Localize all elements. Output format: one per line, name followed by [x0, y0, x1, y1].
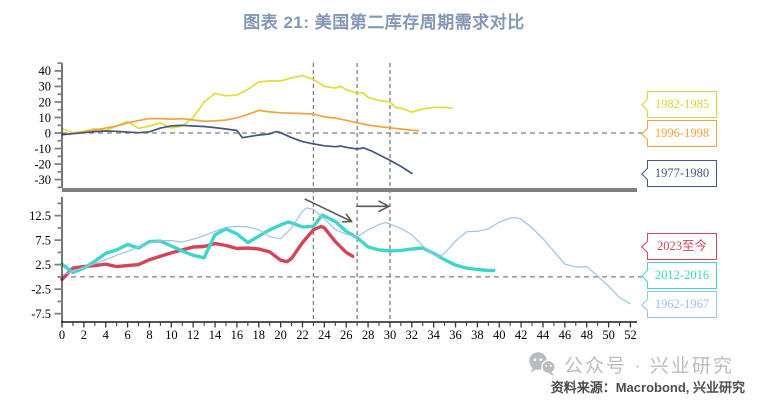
svg-text:0: 0	[59, 328, 65, 342]
svg-text:20: 20	[274, 328, 287, 342]
svg-text:38: 38	[471, 328, 484, 342]
svg-text:8: 8	[146, 328, 152, 342]
svg-text:10: 10	[165, 328, 178, 342]
svg-text:34: 34	[427, 328, 440, 342]
svg-text:7.5: 7.5	[35, 233, 51, 247]
panel-separator	[62, 188, 637, 192]
svg-text:-30: -30	[34, 173, 51, 187]
svg-text:36: 36	[449, 328, 462, 342]
svg-text:52: 52	[624, 328, 637, 342]
svg-text:-20: -20	[34, 157, 51, 171]
svg-text:46: 46	[559, 328, 572, 342]
svg-text:14: 14	[209, 328, 222, 342]
series-1996-1998	[61, 109, 420, 136]
svg-text:10: 10	[39, 111, 52, 125]
series-1962-1967	[61, 207, 632, 305]
svg-text:-7.5: -7.5	[31, 307, 51, 321]
svg-text:24: 24	[318, 328, 331, 342]
vertical-reference-lines	[312, 63, 391, 322]
series-2012-2016	[60, 213, 496, 275]
svg-text:12.5: 12.5	[29, 209, 51, 223]
source-note: 资料来源：Macrobond, 兴业研究	[550, 380, 745, 395]
series-2023至今	[60, 224, 355, 282]
legend-1982-1985: 1982-1985	[647, 91, 717, 118]
svg-text:22: 22	[296, 328, 309, 342]
svg-text:26: 26	[340, 328, 353, 342]
svg-text:-2.5: -2.5	[31, 282, 51, 296]
svg-text:20: 20	[39, 95, 52, 109]
svg-text:40: 40	[39, 64, 52, 78]
svg-text:30: 30	[39, 80, 52, 94]
svg-text:-10: -10	[34, 142, 51, 156]
wechat-icon	[527, 351, 557, 378]
legend-1962-1967: 1962-1967	[647, 291, 717, 318]
svg-text:18: 18	[253, 328, 266, 342]
annotation-arrows	[304, 198, 390, 223]
svg-text:32: 32	[406, 328, 419, 342]
svg-text:6: 6	[124, 328, 130, 342]
legend-2012-2016: 2012-2016	[647, 262, 717, 289]
svg-text:50: 50	[602, 328, 615, 342]
svg-text:2.5: 2.5	[35, 258, 51, 272]
svg-text:12: 12	[187, 328, 200, 342]
svg-text:48: 48	[580, 328, 593, 342]
page-title: 图表 21: 美国第二库存周期需求对比	[243, 13, 525, 32]
legend-2023-now: 2023至今	[647, 233, 717, 260]
zero-lines	[62, 132, 655, 278]
svg-text:2: 2	[81, 328, 87, 342]
watermark-text: 公众号 · 兴业研究	[564, 356, 734, 377]
svg-text:40: 40	[493, 328, 506, 342]
svg-text:0: 0	[45, 126, 51, 140]
svg-text:16: 16	[231, 328, 244, 342]
svg-text:4: 4	[103, 328, 110, 342]
series-1982-1985	[61, 74, 454, 134]
legend-1977-1980: 1977-1980	[647, 160, 717, 187]
svg-text:30: 30	[384, 328, 397, 342]
legend-1996-1998: 1996-1998	[647, 120, 717, 147]
svg-text:44: 44	[537, 328, 550, 342]
watermark: 公众号 · 兴业研究	[527, 351, 734, 378]
svg-text:28: 28	[362, 328, 375, 342]
svg-text:42: 42	[515, 328, 528, 342]
series-1977-1980	[61, 124, 413, 175]
